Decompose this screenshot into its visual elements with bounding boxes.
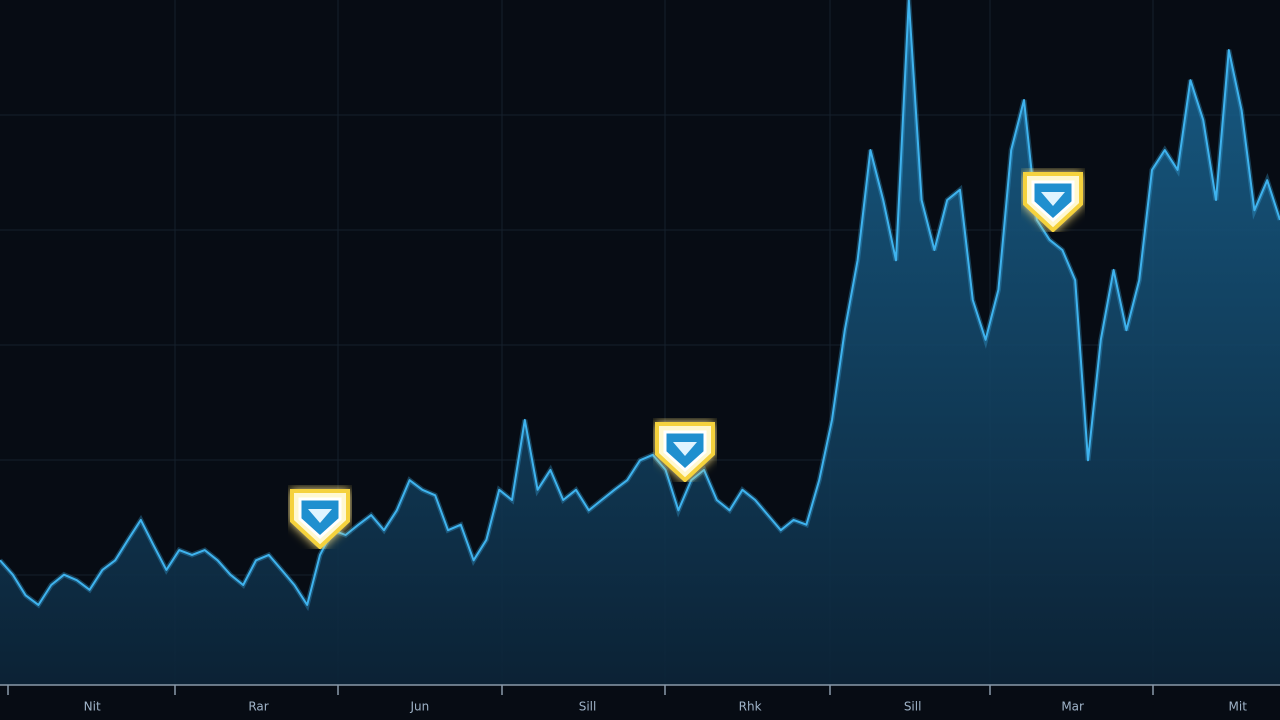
x-tick-label: Nit [84,700,101,714]
area [0,0,1280,685]
x-tick-label: Rhk [739,700,762,714]
plot [0,0,1280,685]
x-tick-label: Jun [409,700,429,714]
data-line [0,0,1280,606]
x-tick-label: Mar [1061,700,1084,714]
x-tick-label: Rar [248,700,268,714]
x-tick-label: Sill [904,700,922,714]
axis [0,684,1280,695]
x-tick-label: Mit [1229,700,1248,714]
x-tick-label: Sill [579,700,597,714]
